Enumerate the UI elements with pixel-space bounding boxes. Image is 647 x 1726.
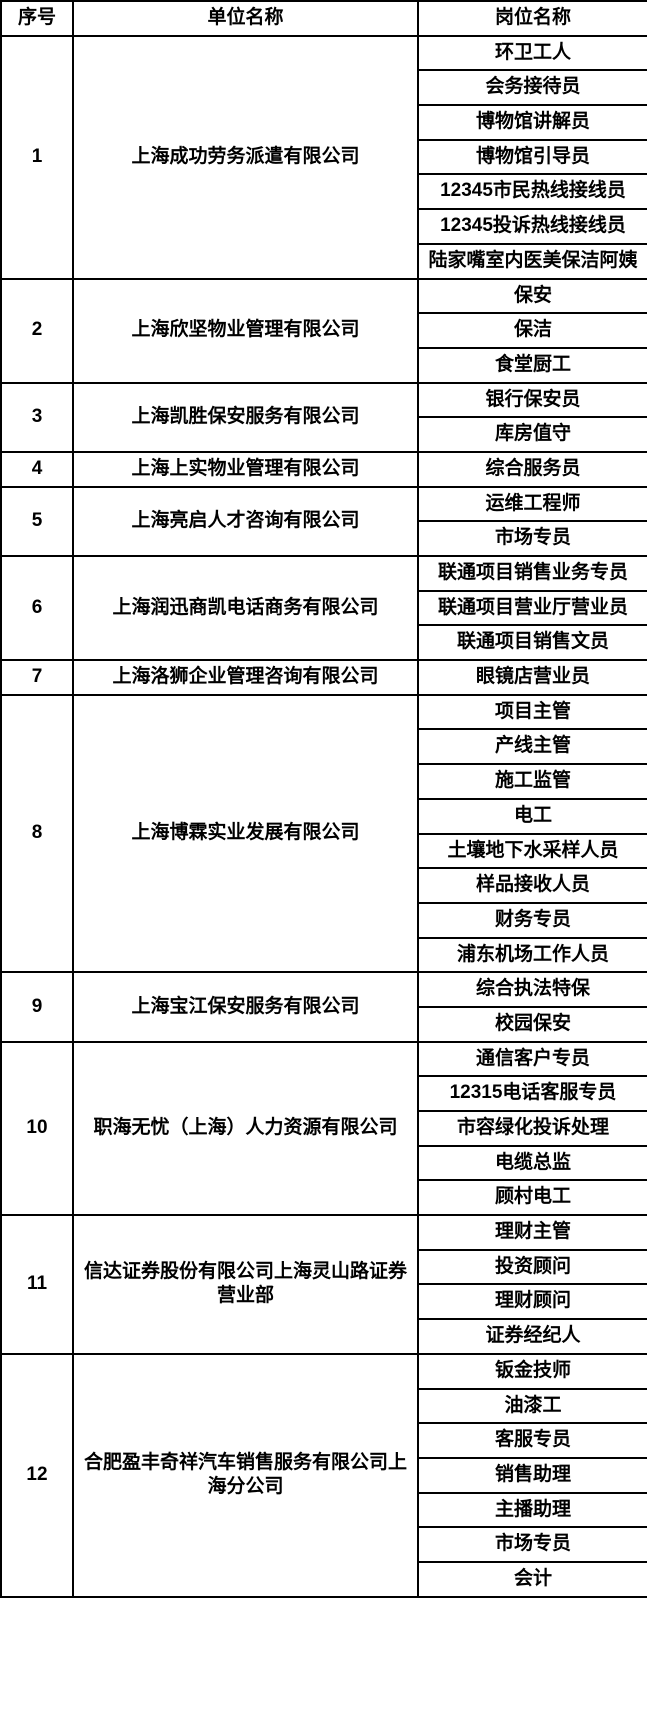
cell-position: 会务接待员 <box>418 70 647 105</box>
header-no: 序号 <box>1 1 73 36</box>
cell-position: 电工 <box>418 799 647 834</box>
cell-position: 市场专员 <box>418 1527 647 1562</box>
table-header: 序号 单位名称 岗位名称 <box>1 1 647 36</box>
cell-position: 客服专员 <box>418 1423 647 1458</box>
cell-company: 上海凯胜保安服务有限公司 <box>73 383 418 452</box>
header-position: 岗位名称 <box>418 1 647 36</box>
cell-position: 市容绿化投诉处理 <box>418 1111 647 1146</box>
cell-position: 联通项目销售文员 <box>418 625 647 660</box>
cell-position: 销售助理 <box>418 1458 647 1493</box>
cell-position: 12315电话客服专员 <box>418 1076 647 1111</box>
cell-position: 证券经纪人 <box>418 1319 647 1354</box>
cell-no: 8 <box>1 695 73 973</box>
cell-position: 12345市民热线接线员 <box>418 174 647 209</box>
table-row: 2上海欣坚物业管理有限公司保安 <box>1 279 647 314</box>
table-row: 1上海成功劳务派遣有限公司环卫工人 <box>1 36 647 71</box>
cell-position: 样品接收人员 <box>418 868 647 903</box>
table-row: 5上海亮启人才咨询有限公司运维工程师 <box>1 487 647 522</box>
cell-no: 7 <box>1 660 73 695</box>
cell-no: 11 <box>1 1215 73 1354</box>
cell-position: 食堂厨工 <box>418 348 647 383</box>
cell-position: 会计 <box>418 1562 647 1597</box>
table-row: 7上海洛狮企业管理咨询有限公司眼镜店营业员 <box>1 660 647 695</box>
table-row: 12合肥盈丰奇祥汽车销售服务有限公司上海分公司钣金技师 <box>1 1354 647 1389</box>
cell-company: 信达证券股份有限公司上海灵山路证券营业部 <box>73 1215 418 1354</box>
cell-position: 综合服务员 <box>418 452 647 487</box>
cell-company: 上海欣坚物业管理有限公司 <box>73 279 418 383</box>
table-row: 6上海润迅商凯电话商务有限公司联通项目销售业务专员 <box>1 556 647 591</box>
cell-position: 钣金技师 <box>418 1354 647 1389</box>
cell-position: 环卫工人 <box>418 36 647 71</box>
cell-company: 上海亮启人才咨询有限公司 <box>73 487 418 556</box>
cell-position: 校园保安 <box>418 1007 647 1042</box>
table-row: 4上海上实物业管理有限公司综合服务员 <box>1 452 647 487</box>
cell-company: 上海润迅商凯电话商务有限公司 <box>73 556 418 660</box>
cell-no: 4 <box>1 452 73 487</box>
cell-position: 财务专员 <box>418 903 647 938</box>
cell-position: 保安 <box>418 279 647 314</box>
cell-no: 3 <box>1 383 73 452</box>
cell-position: 理财主管 <box>418 1215 647 1250</box>
cell-no: 6 <box>1 556 73 660</box>
cell-position: 油漆工 <box>418 1389 647 1424</box>
cell-position: 保洁 <box>418 313 647 348</box>
cell-position: 土壤地下水采样人员 <box>418 834 647 869</box>
cell-position: 博物馆引导员 <box>418 140 647 175</box>
cell-no: 2 <box>1 279 73 383</box>
cell-position: 浦东机场工作人员 <box>418 938 647 973</box>
cell-position: 眼镜店营业员 <box>418 660 647 695</box>
cell-position: 运维工程师 <box>418 487 647 522</box>
cell-company: 上海成功劳务派遣有限公司 <box>73 36 418 279</box>
table-row: 9上海宝江保安服务有限公司综合执法特保 <box>1 972 647 1007</box>
cell-no: 12 <box>1 1354 73 1597</box>
cell-no: 10 <box>1 1042 73 1215</box>
header-company: 单位名称 <box>73 1 418 36</box>
cell-position: 银行保安员 <box>418 383 647 418</box>
table-body: 1上海成功劳务派遣有限公司环卫工人会务接待员博物馆讲解员博物馆引导员12345市… <box>1 36 647 1597</box>
cell-position: 综合执法特保 <box>418 972 647 1007</box>
cell-company: 合肥盈丰奇祥汽车销售服务有限公司上海分公司 <box>73 1354 418 1597</box>
cell-company: 上海博霖实业发展有限公司 <box>73 695 418 973</box>
job-postings-table: 序号 单位名称 岗位名称 1上海成功劳务派遣有限公司环卫工人会务接待员博物馆讲解… <box>0 0 647 1598</box>
cell-position: 主播助理 <box>418 1493 647 1528</box>
cell-position: 项目主管 <box>418 695 647 730</box>
cell-company: 上海宝江保安服务有限公司 <box>73 972 418 1041</box>
cell-position: 博物馆讲解员 <box>418 105 647 140</box>
cell-no: 5 <box>1 487 73 556</box>
cell-position: 联通项目销售业务专员 <box>418 556 647 591</box>
cell-position: 市场专员 <box>418 521 647 556</box>
cell-position: 理财顾问 <box>418 1284 647 1319</box>
table-row: 3上海凯胜保安服务有限公司银行保安员 <box>1 383 647 418</box>
table-row: 11信达证券股份有限公司上海灵山路证券营业部理财主管 <box>1 1215 647 1250</box>
cell-no: 1 <box>1 36 73 279</box>
cell-position: 通信客户专员 <box>418 1042 647 1077</box>
cell-company: 上海上实物业管理有限公司 <box>73 452 418 487</box>
cell-company: 上海洛狮企业管理咨询有限公司 <box>73 660 418 695</box>
table-row: 8上海博霖实业发展有限公司项目主管 <box>1 695 647 730</box>
cell-position: 联通项目营业厅营业员 <box>418 591 647 626</box>
cell-position: 产线主管 <box>418 729 647 764</box>
cell-company: 职海无忧（上海）人力资源有限公司 <box>73 1042 418 1215</box>
table-row: 10职海无忧（上海）人力资源有限公司通信客户专员 <box>1 1042 647 1077</box>
cell-position: 陆家嘴室内医美保洁阿姨 <box>418 244 647 279</box>
cell-no: 9 <box>1 972 73 1041</box>
cell-position: 施工监管 <box>418 764 647 799</box>
cell-position: 12345投诉热线接线员 <box>418 209 647 244</box>
cell-position: 投资顾问 <box>418 1250 647 1285</box>
cell-position: 电缆总监 <box>418 1146 647 1181</box>
cell-position: 顾村电工 <box>418 1180 647 1215</box>
cell-position: 库房值守 <box>418 417 647 452</box>
